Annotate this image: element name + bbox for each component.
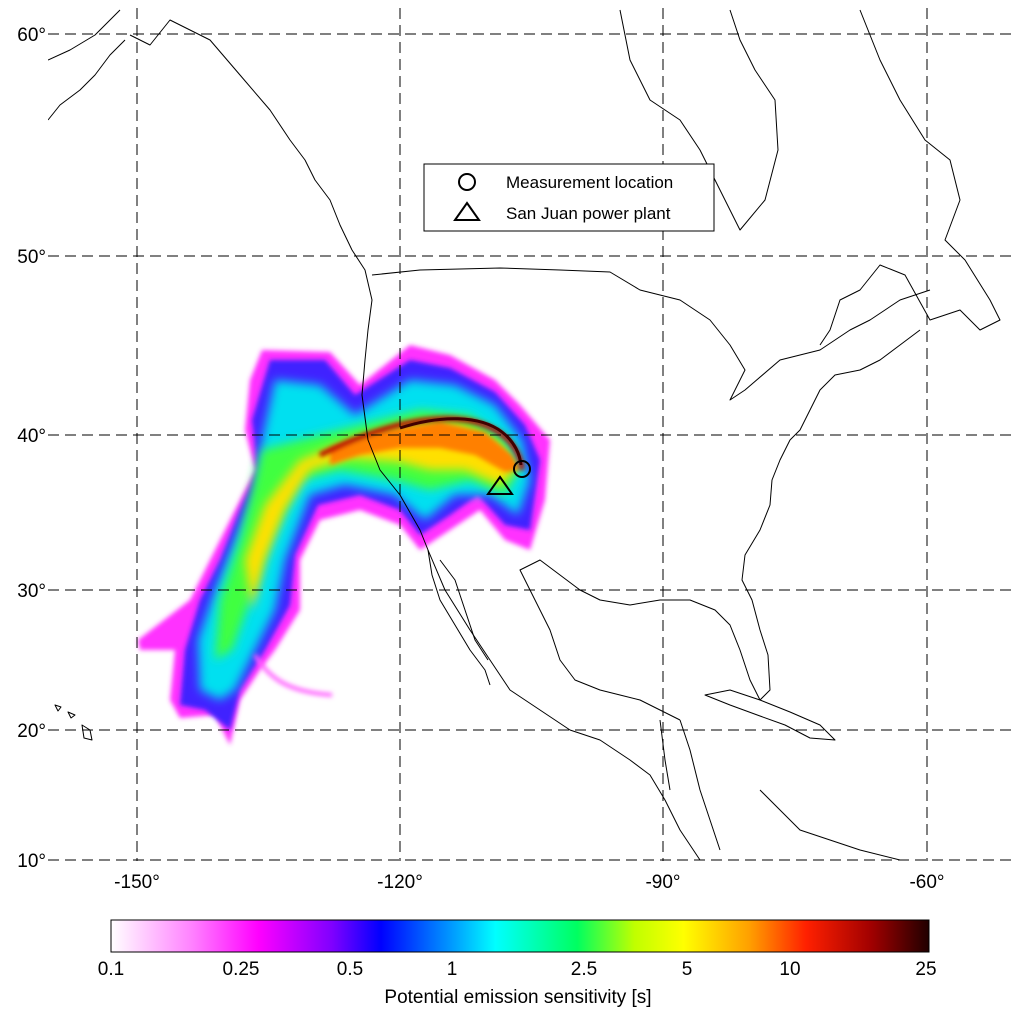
hawaii-islands (54, 704, 93, 741)
graticule (48, 8, 1015, 861)
west-coast-coastline (48, 9, 701, 861)
lon-tick-label: -150° (114, 872, 160, 893)
lat-tick-label: 30° (17, 581, 46, 602)
san-juan-power-plant-marker (486, 475, 514, 495)
coastlines (48, 9, 1001, 861)
labrador-coastline (819, 9, 1001, 346)
lon-tick-label: -90° (645, 872, 680, 893)
colorbar-tick-label: 0.25 (223, 959, 260, 980)
colorbar: 0.1 0.25 0.5 1 2.5 5 10 25 Potential emi… (98, 919, 937, 1008)
colorbar-ticks: 0.1 0.25 0.5 1 2.5 5 10 25 (98, 959, 937, 980)
colorbar-tick-label: 10 (779, 959, 800, 980)
alaska-coastline (48, 39, 126, 121)
colorbar-gradient (110, 919, 930, 953)
map-legend: Measurement location San Juan power plan… (423, 163, 715, 232)
cuba-coastline (704, 689, 836, 741)
lat-tick-label: 50° (17, 247, 46, 268)
east-coast-coastline (519, 329, 921, 721)
colorbar-label: Potential emission sensitivity [s] (384, 987, 651, 1008)
lon-tick-label: -60° (909, 872, 944, 893)
lat-tick-label: 20° (17, 721, 46, 742)
colorbar-tick-label: 25 (915, 959, 936, 980)
lat-tick-label: 40° (17, 426, 46, 447)
map-markers (486, 460, 531, 495)
central-america-coastline (659, 719, 901, 861)
lat-tick-label: 10° (17, 851, 46, 872)
measurement-location-marker (513, 460, 531, 478)
baja-california-coastline (427, 549, 491, 686)
lat-tick-label: 60° (17, 25, 46, 46)
emission-plume (138, 345, 550, 745)
lon-tick-label: -120° (377, 872, 423, 893)
colorbar-tick-label: 1 (447, 959, 458, 980)
colorbar-tick-label: 0.1 (98, 959, 124, 980)
legend-triangle-icon (453, 201, 481, 221)
colorbar-tick-label: 5 (682, 959, 693, 980)
colorbar-tick-label: 2.5 (571, 959, 597, 980)
legend-label-measurement: Measurement location (506, 173, 673, 192)
hudson-bay-coastline (619, 9, 779, 231)
legend-label-power-plant: San Juan power plant (506, 204, 671, 223)
legend-circle-icon (458, 173, 476, 191)
longitude-tick-labels: -150° -120° -90° -60° (114, 872, 944, 893)
us-canada-border (371, 267, 931, 401)
colorbar-tick-label: 0.5 (337, 959, 363, 980)
latitude-tick-labels: 60° 50° 40° 30° 20° 10° (17, 25, 46, 872)
